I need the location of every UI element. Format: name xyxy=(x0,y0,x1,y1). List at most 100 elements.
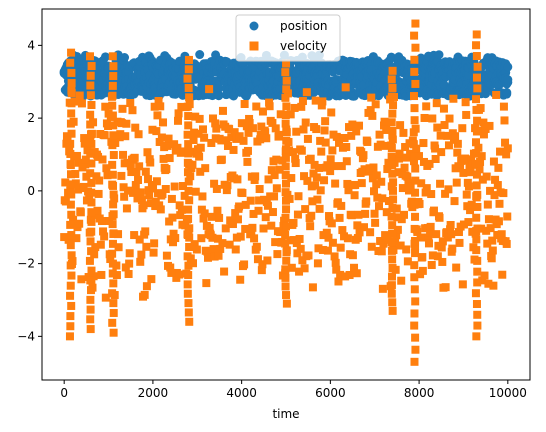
velocity-point xyxy=(445,114,454,123)
velocity-point xyxy=(411,19,420,28)
velocity-point xyxy=(383,165,392,174)
velocity-point xyxy=(236,275,245,284)
velocity-point xyxy=(483,239,492,248)
velocity-point xyxy=(281,145,290,154)
velocity-point xyxy=(327,219,336,228)
velocity-point xyxy=(276,228,285,237)
velocity-point xyxy=(486,186,495,195)
velocity-point xyxy=(270,192,279,201)
velocity-point xyxy=(258,107,267,116)
velocity-point xyxy=(397,215,406,224)
velocity-point xyxy=(161,185,170,194)
velocity-point xyxy=(109,210,118,219)
velocity-point xyxy=(124,269,133,278)
velocity-point xyxy=(218,239,227,248)
velocity-point xyxy=(441,189,450,198)
velocity-point xyxy=(86,149,95,158)
velocity-point xyxy=(388,66,397,75)
velocity-point xyxy=(117,171,126,180)
velocity-point xyxy=(502,150,511,159)
velocity-point xyxy=(281,188,290,197)
velocity-point xyxy=(208,114,217,123)
velocity-point xyxy=(67,109,76,118)
velocity-point xyxy=(452,263,461,272)
velocity-point xyxy=(441,283,450,292)
velocity-point xyxy=(86,52,95,61)
velocity-point xyxy=(338,226,347,235)
velocity-point xyxy=(165,154,174,163)
velocity-point xyxy=(120,192,129,201)
velocity-point xyxy=(243,157,252,166)
velocity-point xyxy=(61,178,70,187)
velocity-point xyxy=(142,282,151,291)
velocity-point xyxy=(409,128,418,137)
velocity-point xyxy=(489,157,498,166)
velocity-point xyxy=(313,195,322,204)
velocity-point xyxy=(489,281,498,290)
velocity-point xyxy=(473,267,482,276)
velocity-point xyxy=(183,280,192,289)
velocity-point xyxy=(306,222,315,231)
velocity-point xyxy=(196,167,205,176)
velocity-point xyxy=(133,194,142,203)
velocity-point xyxy=(399,128,408,137)
velocity-point xyxy=(134,176,143,185)
velocity-point xyxy=(294,192,303,201)
velocity-point xyxy=(289,218,298,227)
velocity-point xyxy=(137,196,146,205)
position-point xyxy=(503,62,513,72)
velocity-point xyxy=(86,295,95,304)
velocity-point xyxy=(114,243,123,252)
velocity-point xyxy=(66,220,75,229)
velocity-point xyxy=(112,271,121,280)
velocity-point xyxy=(221,224,230,233)
velocity-point xyxy=(474,143,483,152)
velocity-point xyxy=(362,197,371,206)
velocity-point xyxy=(411,43,420,52)
velocity-point xyxy=(108,160,117,169)
velocity-point xyxy=(282,85,291,94)
velocity-point xyxy=(281,239,290,248)
velocity-point xyxy=(153,111,162,120)
velocity-point xyxy=(145,191,154,200)
velocity-point xyxy=(410,104,419,113)
velocity-point xyxy=(392,231,401,240)
velocity-point xyxy=(270,171,279,180)
velocity-point xyxy=(108,180,117,189)
velocity-point xyxy=(293,249,302,258)
velocity-point xyxy=(389,101,398,110)
velocity-point xyxy=(387,281,396,290)
velocity-point xyxy=(282,256,291,265)
velocity-point xyxy=(486,224,495,233)
velocity-point xyxy=(464,218,473,227)
velocity-point xyxy=(171,234,180,243)
velocity-point xyxy=(245,114,254,123)
velocity-point xyxy=(136,188,145,197)
velocity-point xyxy=(131,123,140,132)
velocity-point xyxy=(177,102,186,111)
velocity-point xyxy=(477,152,486,161)
x-axis-ticks: 0 2000 4000 6000 8000 10000 xyxy=(60,380,527,400)
velocity-point xyxy=(331,179,340,188)
velocity-point xyxy=(381,231,390,240)
velocity-point xyxy=(387,289,396,298)
velocity-point xyxy=(467,200,476,209)
velocity-point xyxy=(238,189,247,198)
velocity-point xyxy=(282,128,291,137)
position-point xyxy=(120,53,130,63)
velocity-point xyxy=(315,163,324,172)
velocity-point xyxy=(316,186,325,195)
velocity-point xyxy=(207,138,216,147)
velocity-point xyxy=(420,113,429,122)
velocity-point xyxy=(308,197,317,206)
velocity-point xyxy=(288,148,297,157)
velocity-point xyxy=(282,196,291,205)
velocity-point xyxy=(250,234,259,243)
velocity-point xyxy=(77,99,86,108)
velocity-point xyxy=(451,132,460,141)
velocity-point xyxy=(450,197,459,206)
velocity-point xyxy=(271,238,280,247)
velocity-point xyxy=(62,132,71,141)
velocity-point xyxy=(281,273,290,282)
legend-marker-velocity xyxy=(249,41,259,51)
